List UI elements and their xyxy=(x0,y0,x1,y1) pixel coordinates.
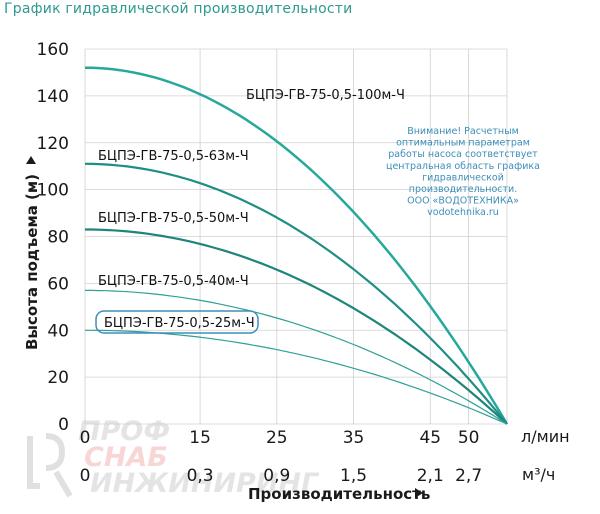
y-axis-arrow-icon xyxy=(26,156,36,164)
x-axis-primary-ticks: 0 15 25 35 45 50 xyxy=(80,428,480,448)
y-tick-label: 160 xyxy=(37,40,69,60)
curve-line xyxy=(85,228,508,425)
watermark: ПРОФ СНАБ ИНЖИНИРИНГ xyxy=(27,416,320,499)
y-axis-title: Высота подъема (м) xyxy=(23,174,41,350)
note-line: оптимальным параметрам xyxy=(396,138,530,149)
page-title: График гидравлической производительности xyxy=(4,1,353,17)
x-tick-label-m3h: 0,3 xyxy=(187,466,214,486)
watermark-text-engineering: ИНЖИНИРИНГ xyxy=(90,468,320,499)
note-line: производительности. xyxy=(409,184,517,195)
x-axis-secondary-ticks: 0 0,3 0,9 1,5 2,1 2,7 xyxy=(80,466,483,486)
x-tick-label-lpm: 45 xyxy=(419,428,441,448)
note-line: гидравлической xyxy=(422,172,504,183)
note-line: ООО «ВОДОТЕХНИКА» xyxy=(407,196,519,207)
x-axis-title-group: Производительность xyxy=(248,485,430,503)
x-tick-label-lpm: 0 xyxy=(80,428,91,448)
y-tick-label: 140 xyxy=(37,87,69,107)
grid xyxy=(84,48,508,425)
x-tick-label-m3h: 1,5 xyxy=(340,466,367,486)
x-tick-label-m3h: 0 xyxy=(80,466,91,486)
series-label: БЦПЭ-ГВ-75-0,5-100м-Ч xyxy=(246,88,405,103)
x-tick-label-lpm: 15 xyxy=(189,428,211,448)
x-axis-arrow-icon xyxy=(415,488,423,498)
note-line: центральная область графика xyxy=(386,161,540,172)
y-tick-label: 80 xyxy=(47,228,69,248)
x-tick-label-m3h: 2,1 xyxy=(417,466,444,486)
y-tick-label: 60 xyxy=(47,274,69,294)
x-tick-label-m3h: 2,7 xyxy=(455,466,482,486)
watermark-text-snab: СНАБ xyxy=(84,442,168,473)
watermark-logo-icon xyxy=(27,433,73,498)
x-tick-label-lpm: 35 xyxy=(343,428,365,448)
x-tick-label-lpm: 25 xyxy=(266,428,288,448)
series-labels: БЦПЭ-ГВ-75-0,5-100м-Ч БЦПЭ-ГВ-75-0,5-63м-… xyxy=(95,88,405,334)
note-line: vodotehnika.ru xyxy=(427,207,499,218)
y-tick-label: 20 xyxy=(47,368,69,388)
x-tick-label-lpm: 50 xyxy=(458,428,480,448)
series-label: БЦПЭ-ГВ-75-0,5-50м-Ч xyxy=(98,211,249,226)
y-axis-title-group: Высота подъема (м) xyxy=(23,156,41,350)
y-axis-ticks: 0 20 40 60 80 100 120 140 160 xyxy=(37,40,69,435)
note-line: работы насоса соответствует xyxy=(388,149,538,160)
y-tick-label: 100 xyxy=(37,181,69,201)
curve-line xyxy=(85,289,508,425)
x-axis-title: Производительность xyxy=(248,485,430,503)
series-label: БЦПЭ-ГВ-75-0,5-63м-Ч xyxy=(98,149,249,164)
x-axis-secondary-unit: м³/ч xyxy=(522,465,555,484)
x-tick-label-m3h: 0,9 xyxy=(263,466,290,486)
watermark-text-prof: ПРОФ xyxy=(78,416,170,447)
series-label: БЦПЭ-ГВ-75-0,5-40м-Ч xyxy=(98,274,249,289)
series-label: БЦПЭ-ГВ-75-0,5-25м-Ч xyxy=(104,316,255,331)
y-tick-label: 0 xyxy=(58,415,69,435)
note-line: Внимание! Расчетным xyxy=(407,126,519,137)
y-tick-label: 120 xyxy=(37,134,69,154)
x-axis-primary-unit: л/мин xyxy=(521,427,570,446)
curves xyxy=(84,66,509,425)
y-tick-label: 40 xyxy=(47,321,69,341)
curve-line xyxy=(84,162,508,425)
curve-line xyxy=(85,66,509,425)
highlight-box xyxy=(95,310,259,334)
